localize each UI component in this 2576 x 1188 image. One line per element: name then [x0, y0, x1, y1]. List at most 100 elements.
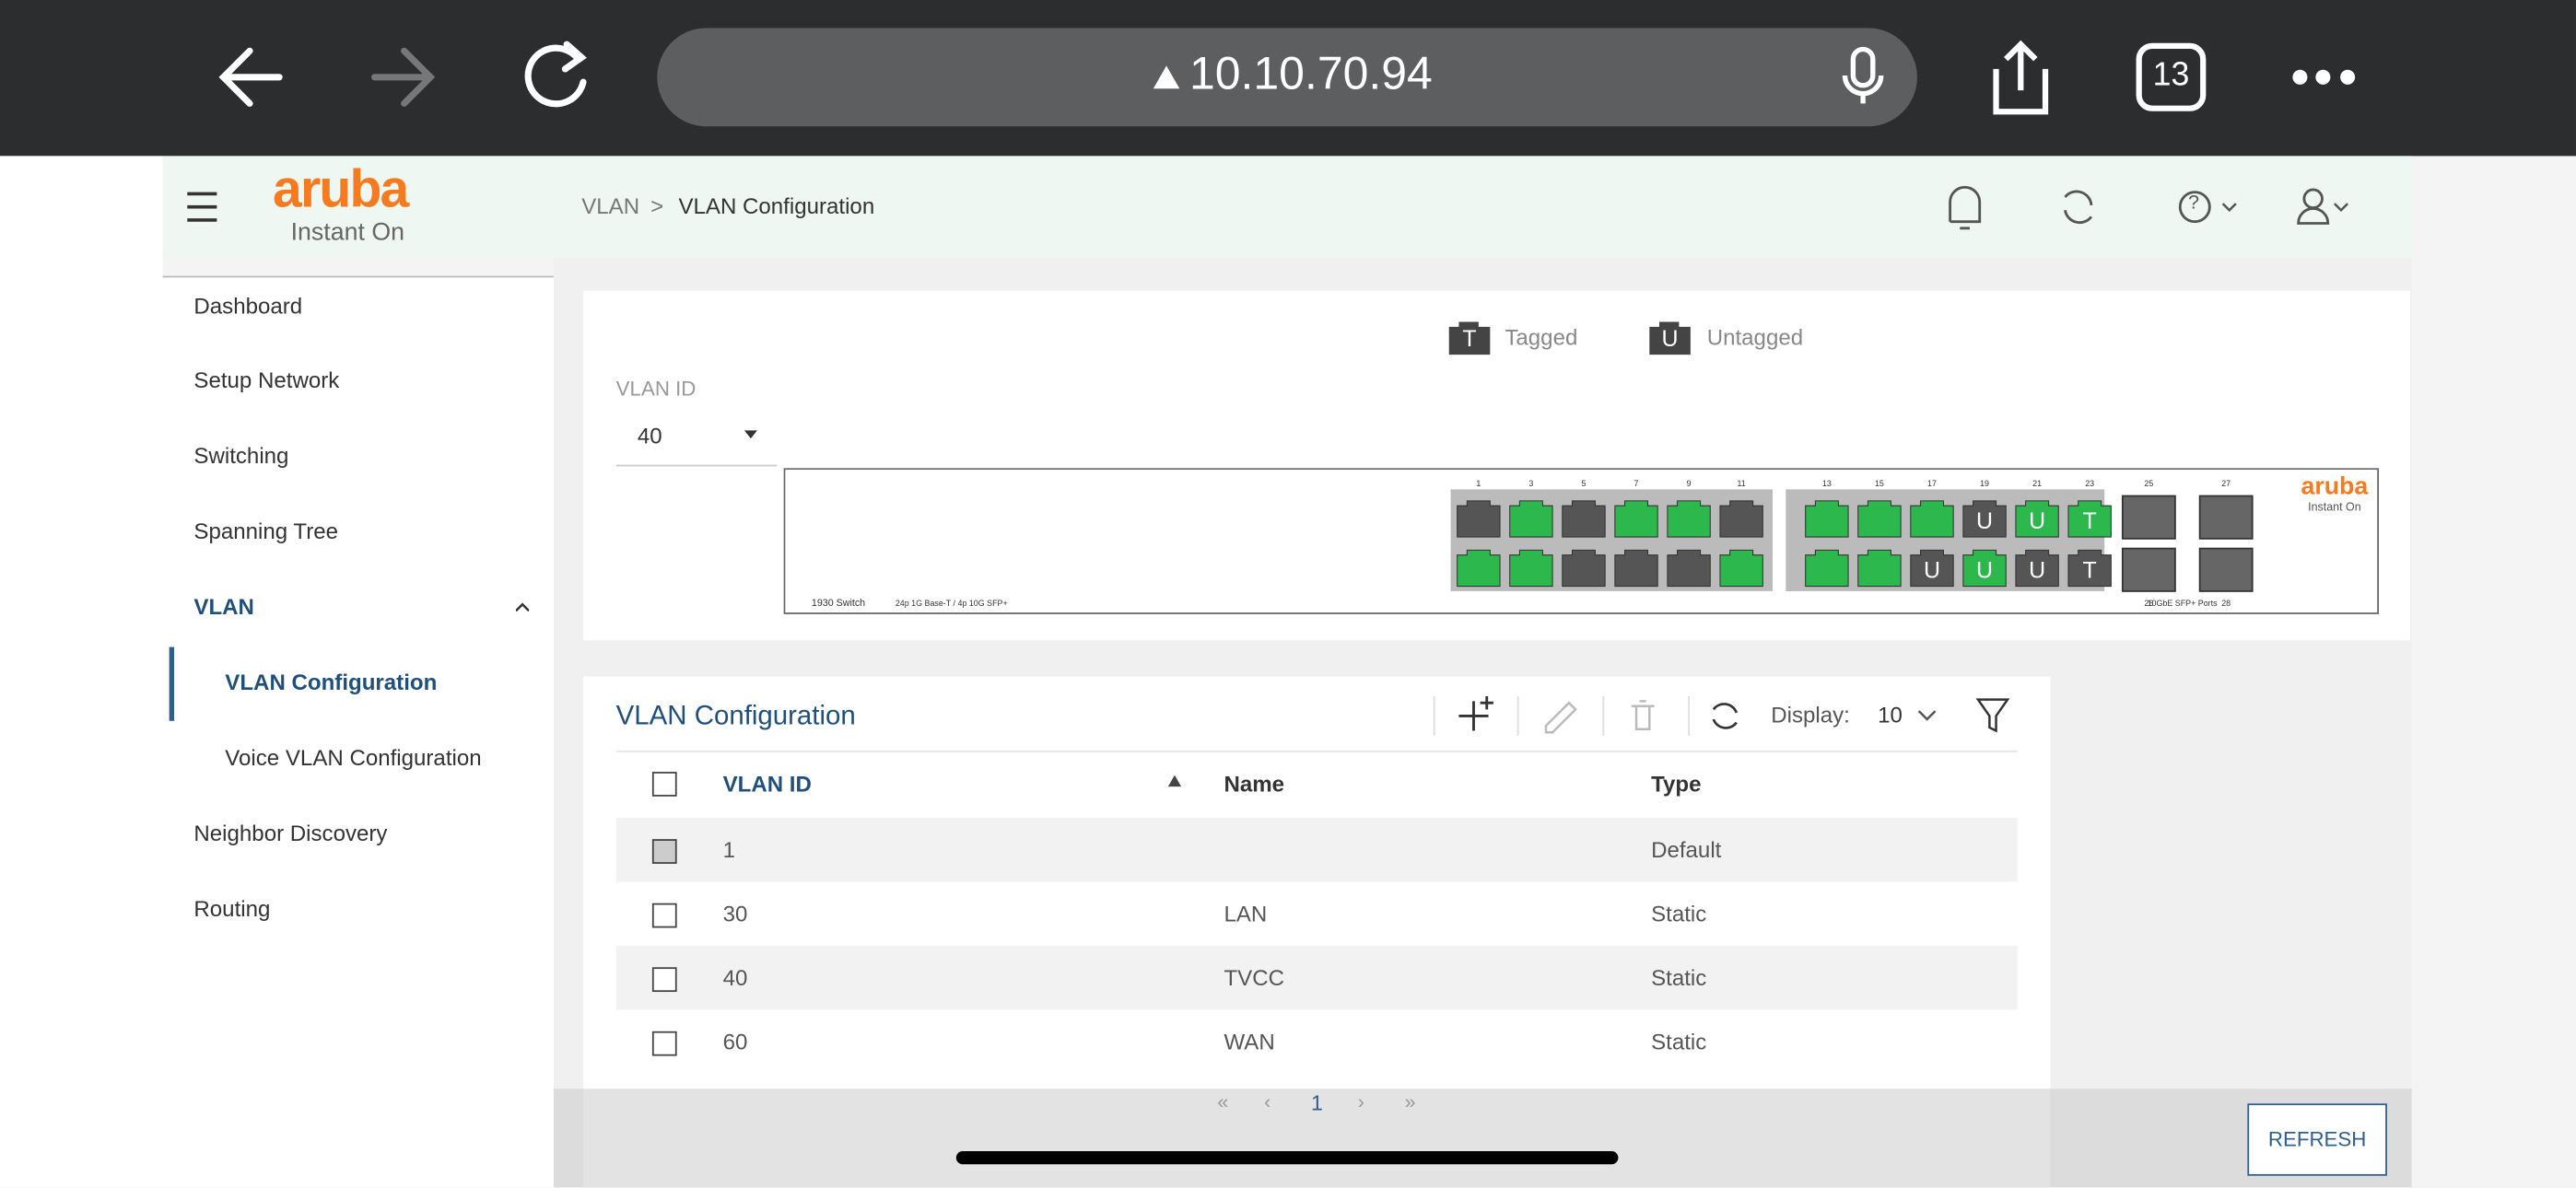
legend-label: Untagged: [1706, 325, 1804, 350]
chevron: [515, 602, 530, 612]
checkbox[interactable]: [651, 839, 677, 864]
sfp-port: [2121, 547, 2176, 592]
sfp-label: 25: [2144, 479, 2153, 488]
select-label: VLAN ID: [615, 378, 697, 402]
refresh-button[interactable]: REFRESH: [2247, 1103, 2387, 1176]
port-label: 13: [1822, 479, 1832, 488]
nav-item[interactable]: Setup Network: [193, 367, 340, 393]
cell: 1: [722, 837, 735, 863]
table: VLAN ID Name Type 1 Default 30 LAN Static 40 TVCC…: [615, 750, 2018, 1090]
legend-tag: U: [1661, 325, 1679, 352]
display-value[interactable]: 10: [1878, 703, 1903, 728]
port: [1805, 500, 1849, 538]
header-icons: [187, 185, 2349, 230]
legend-icon: [1448, 321, 1491, 355]
sfp-label: 26: [2144, 599, 2153, 608]
breadcrumb-current: VLAN Configuration: [678, 193, 875, 219]
port-tag: T: [2083, 558, 2097, 584]
breadcrumb-parent[interactable]: VLAN: [581, 193, 640, 219]
port-label: 17: [1927, 479, 1937, 488]
footer-bar: [553, 1089, 2412, 1188]
cell: Static: [1651, 1030, 1707, 1054]
cell: Default: [1651, 837, 1722, 863]
table-row: [615, 946, 2018, 1010]
nav-item[interactable]: VLAN Configuration: [225, 670, 438, 695]
pagination: « ‹ 1 › »: [1208, 1090, 1438, 1120]
port-tag: U: [2029, 508, 2045, 534]
port: [1509, 549, 1553, 588]
port-label: 11: [1738, 479, 1746, 488]
cell: Static: [1651, 901, 1707, 926]
page-link[interactable]: 1: [1310, 1090, 1323, 1115]
nav-item[interactable]: VLAN: [193, 594, 254, 620]
cell: WAN: [1224, 1030, 1275, 1054]
cell: Static: [1651, 965, 1707, 991]
column-header[interactable]: VLAN ID: [722, 772, 812, 797]
port: [2015, 500, 2059, 538]
port: [1910, 549, 1954, 588]
cell: 40: [722, 965, 748, 991]
nav-item[interactable]: Routing: [193, 896, 271, 922]
display-label: Display:: [1771, 703, 1850, 728]
port: [1614, 500, 1658, 538]
nav-item[interactable]: Switching: [193, 443, 289, 469]
page-link[interactable]: ›: [1357, 1090, 1364, 1113]
url[interactable]: 10.10.70.94: [1189, 47, 1433, 99]
port: [1857, 500, 1902, 538]
port-label: 7: [1634, 479, 1639, 488]
tab-count[interactable]: 13: [2152, 57, 2190, 94]
port-label: 21: [2032, 479, 2042, 488]
checkbox[interactable]: [651, 1031, 677, 1056]
port: [2015, 549, 2059, 588]
port: [2067, 500, 2112, 538]
port: [1719, 500, 1763, 538]
cell: 60: [722, 1030, 748, 1054]
table-row: [615, 881, 2018, 947]
brand: aruba: [2301, 472, 2369, 500]
port: [1562, 549, 1606, 588]
port: [1457, 500, 1501, 538]
cell: TVCC: [1224, 965, 1284, 991]
checkbox[interactable]: [651, 967, 677, 993]
table-row: [615, 818, 2018, 882]
sfp-port: [2121, 495, 2176, 540]
vlan-select[interactable]: 40: [615, 413, 778, 467]
port-tag: U: [1976, 558, 1993, 584]
port: [1962, 500, 2007, 538]
app-header: ? aruba Instant On VLAN > VLAN Configura…: [162, 156, 2412, 258]
port: [1910, 500, 1954, 538]
column-header[interactable]: Name: [1224, 772, 1285, 797]
nav-item[interactable]: Dashboard: [193, 294, 303, 319]
port-label: 9: [1687, 479, 1692, 488]
nav-item[interactable]: Voice VLAN Configuration: [225, 745, 482, 771]
column-header[interactable]: Type: [1651, 772, 1702, 797]
sidebar: Dashboard Setup Network Switching Spanning …: [162, 275, 554, 1188]
port-tag: U: [1976, 508, 1993, 534]
port: [1857, 549, 1902, 588]
model: 1930 Switch: [812, 598, 865, 609]
brand-sub: Instant On: [2308, 501, 2361, 514]
nav-item[interactable]: Spanning Tree: [193, 518, 339, 544]
breadcrumb-sep: >: [650, 193, 664, 219]
logo-sub: Instant On: [290, 218, 405, 247]
sort-icon: [1167, 775, 1182, 787]
checkbox[interactable]: [651, 903, 677, 928]
port: [2067, 549, 2112, 588]
sfp-label: 27: [2221, 479, 2231, 488]
checkbox[interactable]: [651, 772, 677, 797]
page-link[interactable]: «: [1217, 1090, 1229, 1113]
page-link[interactable]: ‹: [1264, 1090, 1271, 1113]
sfp-label: 28: [2221, 599, 2231, 608]
port-tag: T: [2083, 508, 2097, 534]
nav-item[interactable]: Neighbor Discovery: [193, 821, 388, 846]
page-link[interactable]: »: [1404, 1090, 1416, 1113]
port: [1457, 549, 1501, 588]
sfp-port: [2198, 547, 2254, 592]
active-bar: [169, 646, 175, 721]
port-tag: U: [1924, 558, 1940, 584]
select-value: 40: [637, 424, 662, 448]
port: [1719, 549, 1763, 588]
